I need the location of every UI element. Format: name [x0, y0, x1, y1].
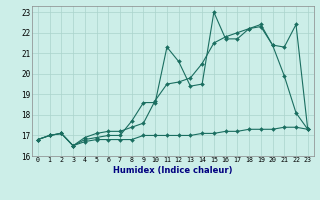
X-axis label: Humidex (Indice chaleur): Humidex (Indice chaleur) [113, 166, 233, 175]
